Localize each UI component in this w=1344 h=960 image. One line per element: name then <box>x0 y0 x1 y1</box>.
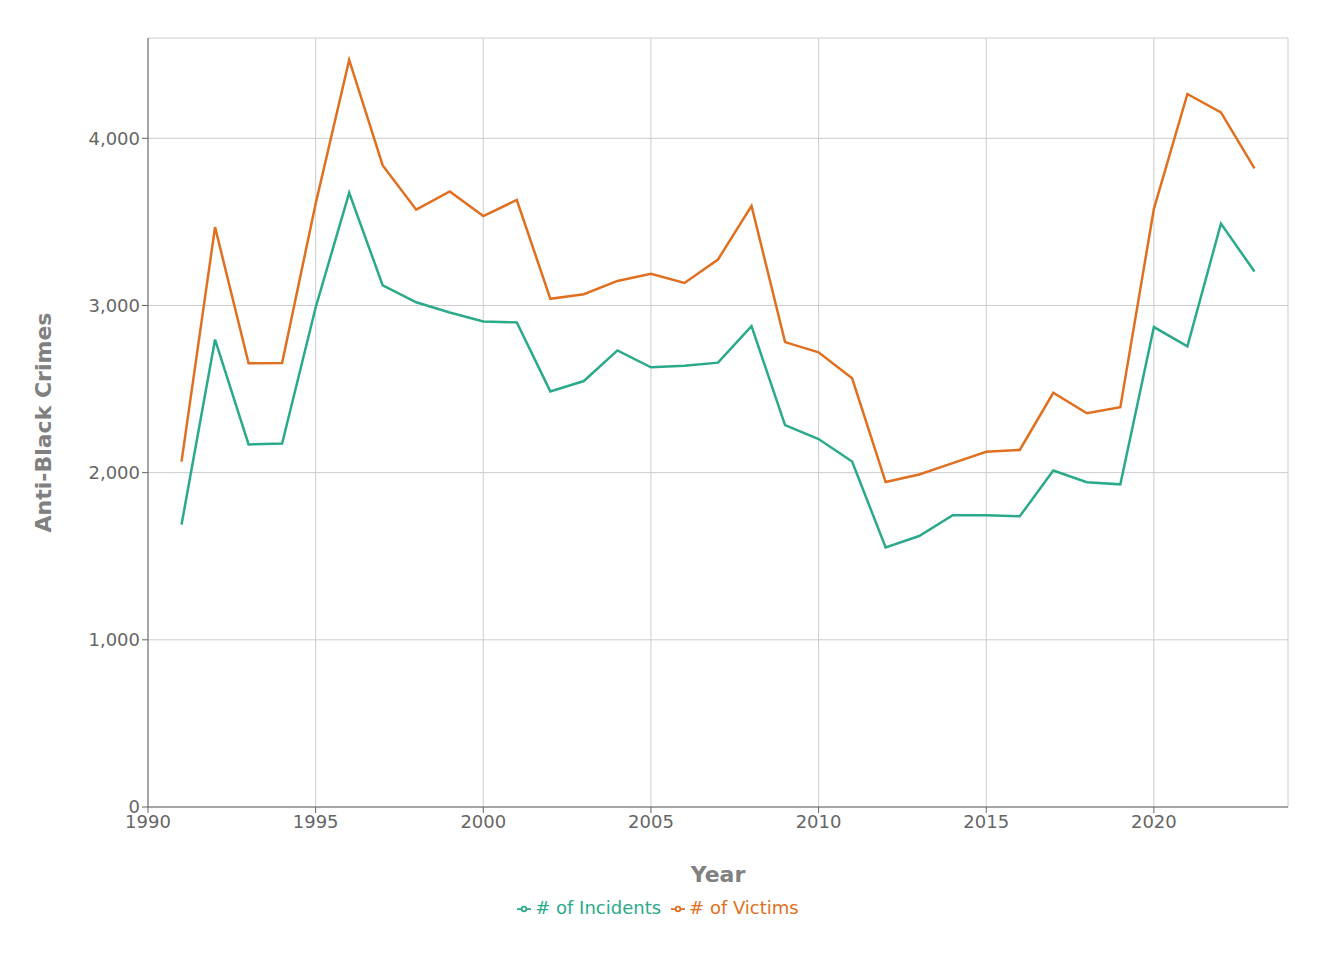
svg-text:2010: 2010 <box>796 811 842 832</box>
svg-text:1,000: 1,000 <box>88 629 140 650</box>
svg-text:4,000: 4,000 <box>88 128 140 149</box>
svg-text:2,000: 2,000 <box>88 462 140 483</box>
svg-text:2005: 2005 <box>628 811 674 832</box>
svg-text:2020: 2020 <box>1131 811 1177 832</box>
svg-text:2000: 2000 <box>460 811 506 832</box>
svg-text:Year: Year <box>690 862 746 887</box>
svg-text:2015: 2015 <box>963 811 1009 832</box>
svg-text:Anti-Black Crimes: Anti-Black Crimes <box>31 313 56 533</box>
html-text:# of Victims: # of Victims <box>689 897 799 918</box>
svg-text:1995: 1995 <box>293 811 339 832</box>
svg-text:0: 0 <box>129 796 140 817</box>
html-text:# of Incidents: # of Incidents <box>535 897 662 918</box>
svg-text:1990: 1990 <box>125 810 171 832</box>
svg-text:3,000: 3,000 <box>88 295 140 316</box>
